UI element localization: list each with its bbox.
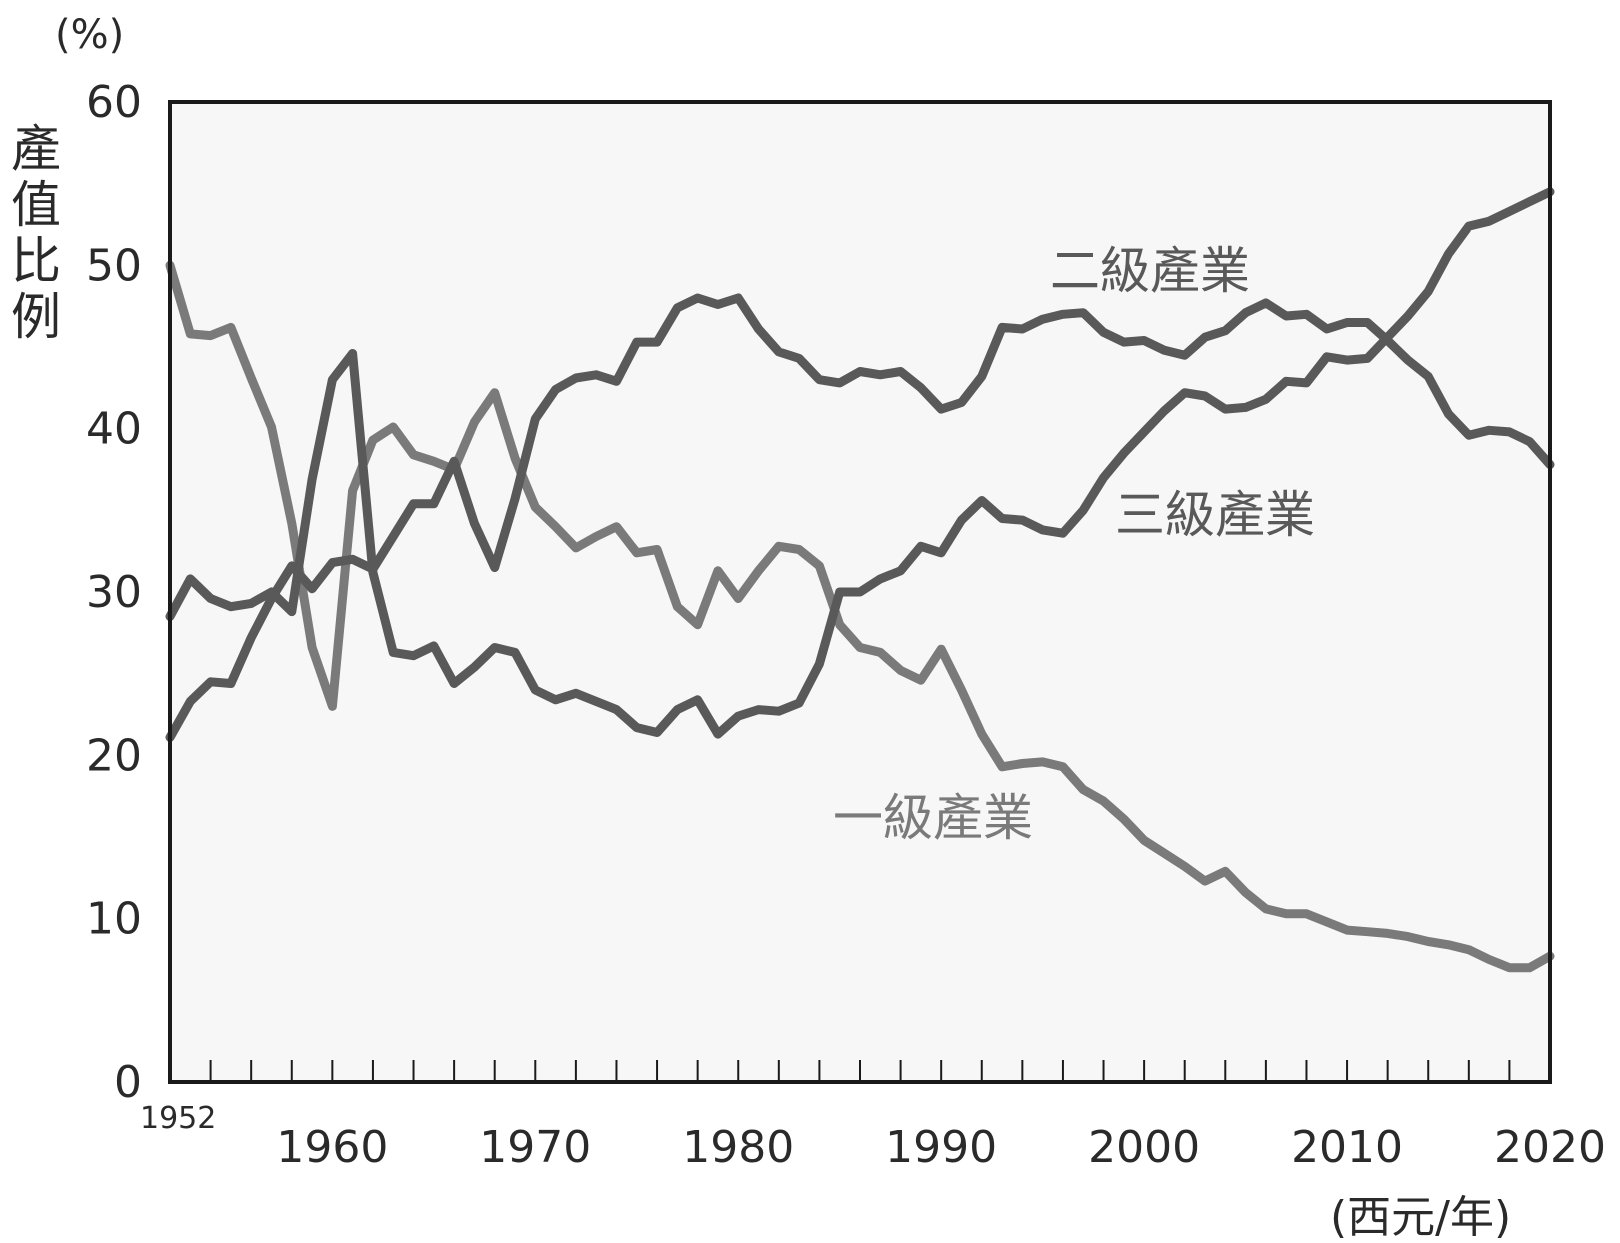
x-tick-label: 1960 xyxy=(276,1122,388,1173)
y-unit-label: (%) xyxy=(55,12,124,58)
series-lines xyxy=(165,187,1555,973)
y-tick-label: 0 xyxy=(114,1057,142,1108)
plot-frame xyxy=(168,100,1552,1084)
series-label-tertiary: 三級產業 xyxy=(1115,486,1315,544)
series-label-primary: 一級產業 xyxy=(833,789,1033,847)
x-tick-label: 2000 xyxy=(1088,1122,1200,1173)
series-label-secondary: 二級產業 xyxy=(1050,242,1250,300)
x-tick-label: 2010 xyxy=(1291,1122,1403,1173)
x-tick-label: 1980 xyxy=(682,1122,794,1173)
x-tick-labels: 1960 1970 1980 1990 2000 2010 2020 xyxy=(276,1122,1606,1173)
series-line-1 xyxy=(165,187,1555,739)
first-year-label: 1952 xyxy=(140,1101,216,1136)
x-unit-label: (西元/年) xyxy=(1330,1192,1511,1243)
y-tick-label: 10 xyxy=(86,894,142,945)
y-tick-label: 40 xyxy=(86,404,142,455)
y-tick-label: 30 xyxy=(86,567,142,618)
series-line-2 xyxy=(165,293,1555,742)
y-tick-label: 60 xyxy=(86,77,142,128)
x-tick-label: 1990 xyxy=(885,1122,997,1173)
x-axis-ticks xyxy=(209,1060,1511,1082)
x-tick-label: 1970 xyxy=(479,1122,591,1173)
y-tick-labels: 0 10 20 30 40 50 60 xyxy=(86,77,142,1108)
series-line-0 xyxy=(165,260,1555,973)
y-tick-label: 20 xyxy=(86,730,142,781)
x-tick-label: 2020 xyxy=(1494,1122,1606,1173)
y-tick-label: 50 xyxy=(86,240,142,291)
y-axis-title: 產值比例 xyxy=(3,122,61,346)
